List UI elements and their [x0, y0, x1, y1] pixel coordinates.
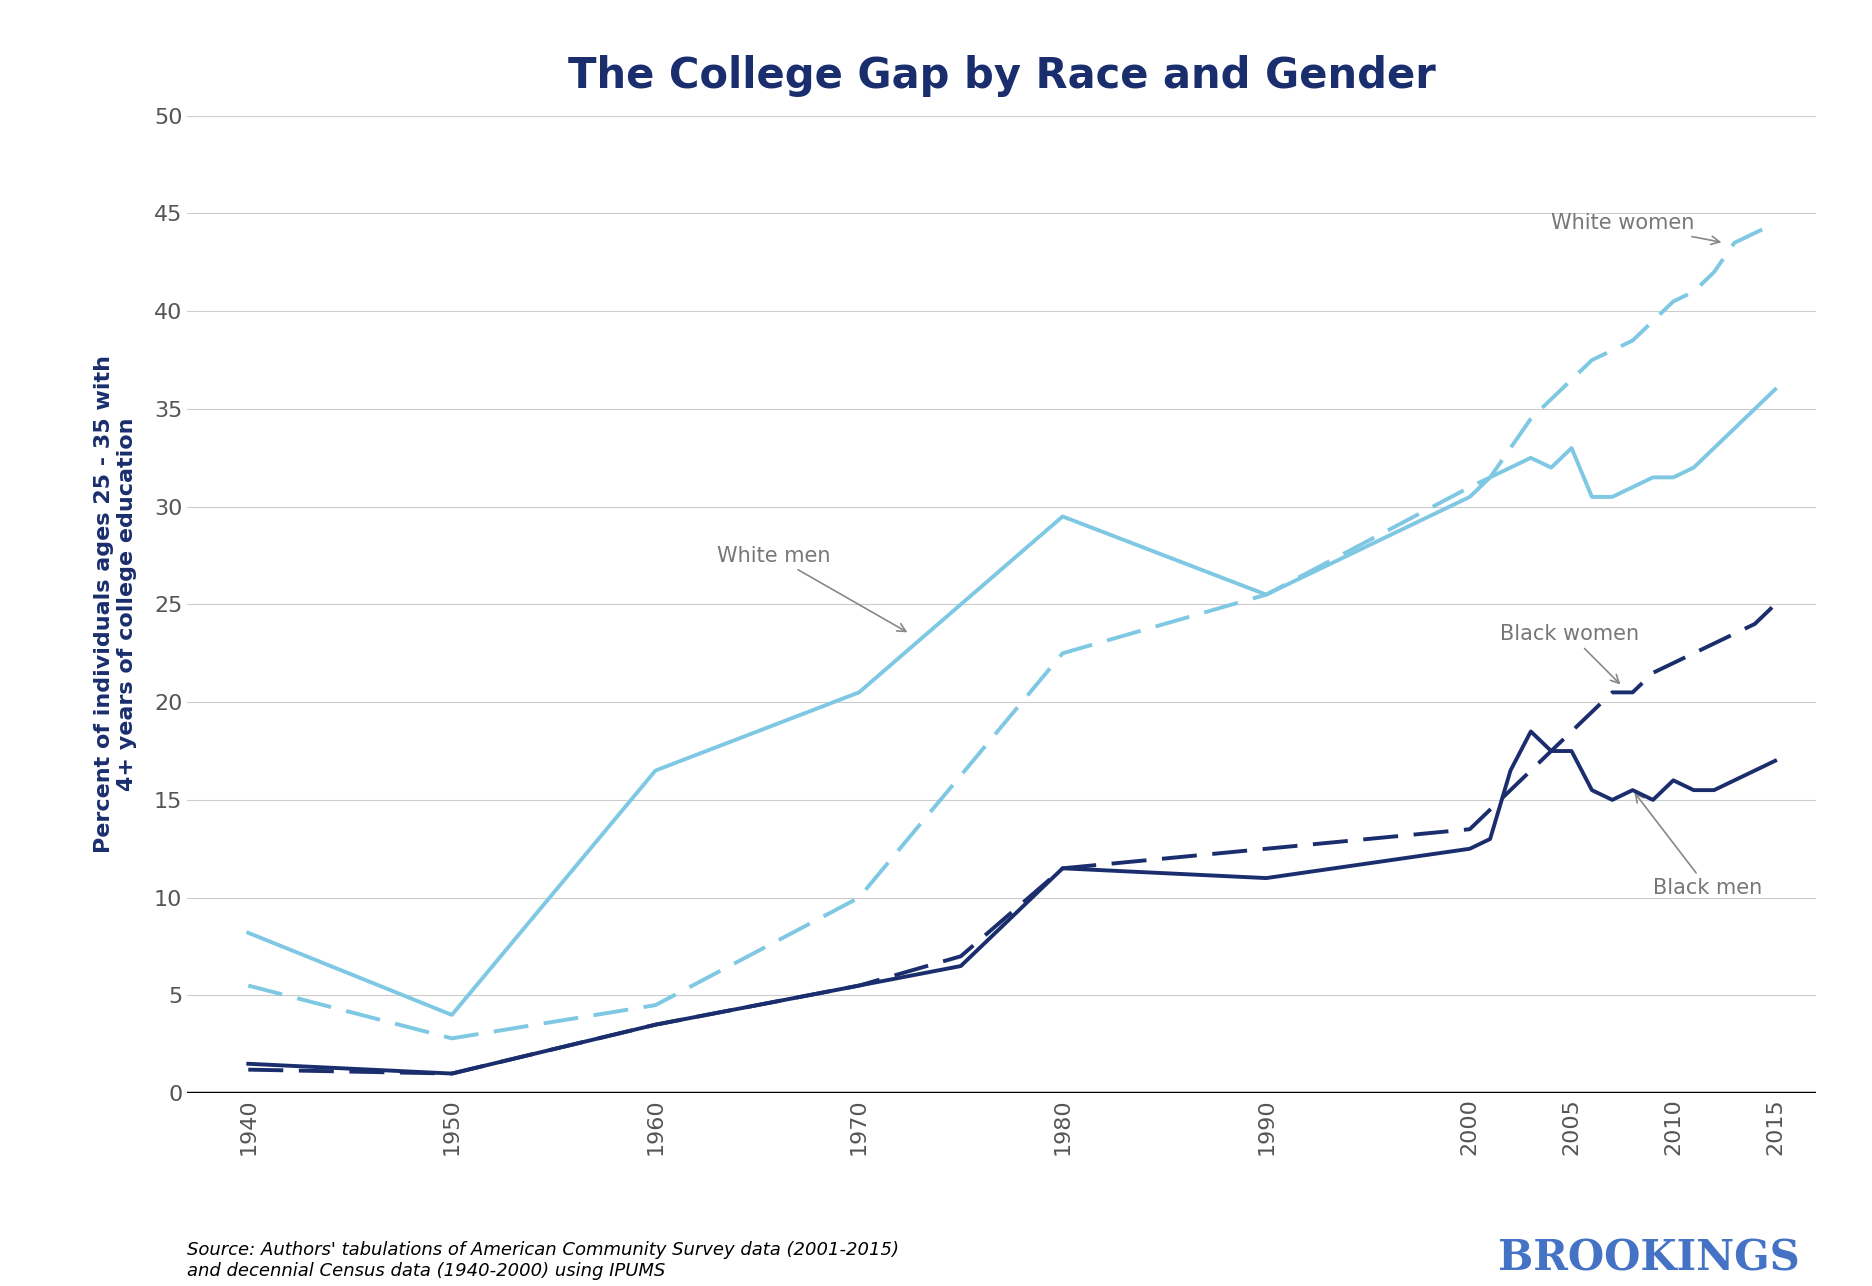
Title: The College Gap by Race and Gender: The College Gap by Race and Gender	[567, 55, 1436, 96]
Text: Black men: Black men	[1636, 793, 1762, 898]
Y-axis label: Percent of individuals ages 25 - 35 with
4+ years of college education: Percent of individuals ages 25 - 35 with…	[94, 355, 137, 854]
Text: White women: White women	[1552, 213, 1720, 244]
Text: BROOKINGS: BROOKINGS	[1498, 1237, 1799, 1280]
Text: Black women: Black women	[1499, 624, 1640, 683]
Text: White men: White men	[717, 545, 906, 631]
Text: Source: Authors' tabulations of American Community Survey data (2001-2015)
and d: Source: Authors' tabulations of American…	[187, 1241, 899, 1280]
